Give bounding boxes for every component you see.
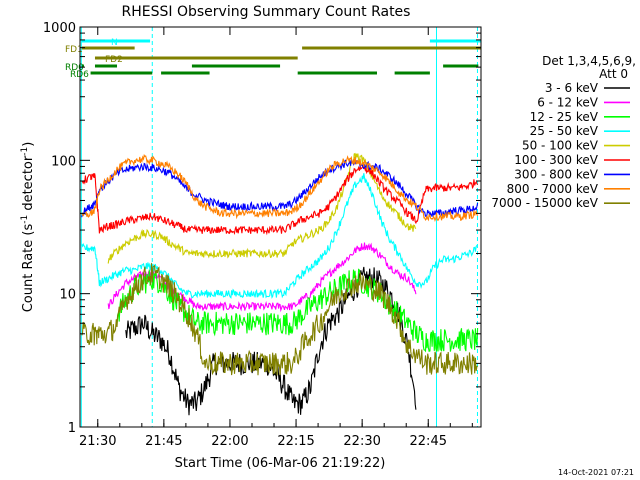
chart-title: RHESSI Observing Summary Count Rates — [122, 4, 411, 20]
y-tick-label-10: 10 — [59, 288, 76, 303]
series-line-100-300-kev — [81, 163, 479, 236]
x-tick-label-22-30: 22:30 — [343, 434, 380, 449]
legend-label-3-6-kev: 3 - 6 keV — [545, 81, 599, 95]
y-axis-ticks: 1 10 100 1000 — [43, 21, 481, 436]
attenuator-info: Att 0 — [599, 67, 628, 81]
y-axis-label-sup-2: -1 — [20, 147, 30, 156]
legend-label-50-100-kev: 50 - 100 keV — [522, 139, 599, 153]
legend-label-300-800-kev: 300 - 800 keV — [514, 167, 598, 181]
plot-frame — [79, 26, 482, 428]
legend-label-6-12-kev: 6 - 12 keV — [537, 95, 599, 109]
y-tick-label-1: 1 — [68, 421, 76, 436]
series-line-800-7000-kev — [81, 153, 479, 222]
flag-label-fd1: FD1 — [65, 45, 83, 55]
x-tick-label-22-45: 22:45 — [410, 434, 447, 449]
legend-label-12-25-kev: 12 - 25 keV — [530, 110, 599, 124]
date-stamp: 14-Oct-2021 07:21 — [558, 468, 634, 477]
flag-label-n: N — [111, 38, 118, 48]
flag-label-rd0: RD0 — [65, 63, 84, 73]
legend-label-800-7000-kev: 800 - 7000 keV — [507, 182, 599, 196]
series-line-300-800-kev — [81, 158, 479, 218]
y-axis-label: Count Rate (s-1 detector-1) — [20, 142, 36, 313]
x-tick-label-21-45: 21:45 — [145, 434, 182, 449]
series-lines — [81, 152, 479, 416]
x-tick-label-21-30: 21:30 — [79, 434, 116, 449]
y-axis-label-part-3: ) — [21, 142, 36, 147]
legend-label-25-50-kev: 25 - 50 keV — [530, 124, 599, 138]
y-axis-label-part-1: Count Rate (s — [21, 224, 36, 313]
legend-label-100-300-kev: 100 - 300 keV — [514, 153, 598, 167]
y-tick-label-1000: 1000 — [43, 21, 76, 36]
flag-label-fd2: FD2 — [105, 55, 123, 65]
y-axis-label-sup-1: -1 — [20, 215, 30, 224]
series-line-25-50-kev — [81, 173, 478, 299]
x-tick-label-22-00: 22:00 — [211, 434, 248, 449]
x-axis-ticks: 21:30 21:45 22:00 22:15 22:30 22:45 — [79, 27, 473, 449]
y-axis-label-part-2: detector — [21, 155, 36, 215]
x-axis-label: Start Time (06-Mar-06 21:19:22) — [175, 456, 386, 471]
series-line-7000-15000-kev — [81, 263, 478, 376]
series-line-12-25-kev — [116, 268, 479, 353]
y-tick-label-100: 100 — [51, 154, 76, 169]
x-tick-label-22-15: 22:15 — [277, 434, 314, 449]
legend-label-7000-15000-kev: 7000 - 15000 keV — [491, 196, 598, 210]
detector-info: Det 1,3,4,5,6,9, — [542, 54, 636, 68]
